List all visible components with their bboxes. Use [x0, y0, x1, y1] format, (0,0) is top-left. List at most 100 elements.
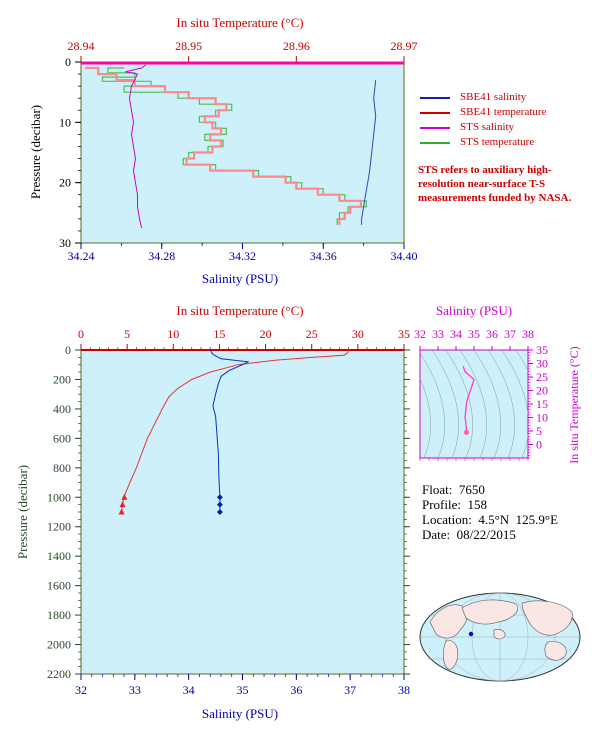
full-plot-salinity-axis-label: Salinity (PSU)	[202, 706, 278, 721]
density-contour	[515, 350, 528, 371]
full-salinity-tick-label: 32	[75, 683, 87, 697]
full-temp-tick-label: 10	[167, 327, 179, 341]
series-sts-temperature	[101, 67, 367, 225]
legend-label: SBE41 salinity	[460, 91, 527, 103]
ts-salinity-tick-label: 35	[468, 327, 480, 341]
density-contour	[501, 350, 528, 458]
ts-temp-tick-label: 5	[536, 424, 542, 438]
ts-salinity-tick-label: 33	[432, 327, 444, 341]
ts-plot-area	[419, 349, 529, 459]
full-pressure-tick-label: 400	[53, 402, 71, 416]
full-temp-tick-label: 25	[306, 327, 318, 341]
full-plot-series	[81, 349, 404, 515]
full-pressure-tick-label: 1600	[47, 579, 71, 593]
full-pressure-tick-label: 200	[53, 372, 71, 386]
full-salinity-tick-label: 33	[129, 683, 141, 697]
date: Date: 08/22/2015	[422, 527, 516, 542]
ts-temp-tick-label: 25	[536, 370, 548, 384]
full-plot-temp-axis-label: In situ Temperature (°C)	[176, 303, 303, 318]
top-salinity-tick-label: 34.32	[229, 249, 256, 263]
density-contour	[459, 350, 487, 458]
ts-salinity-axis-label: Salinity (PSU)	[436, 303, 512, 318]
top-plot-area	[80, 61, 405, 244]
salinity-marker	[216, 509, 223, 515]
full-pressure-tick-label: 2200	[47, 667, 71, 681]
full-pressure-tick-label: 1200	[47, 520, 71, 534]
float-number: Float: 7650	[422, 482, 485, 497]
temperature-marker	[119, 501, 126, 508]
density-contour	[420, 352, 445, 458]
full-pressure-tick-label: 600	[53, 431, 71, 445]
profile-number: Profile: 158	[422, 497, 487, 512]
full-pressure-tick-label: 0	[65, 343, 71, 357]
legend-swatch	[420, 127, 450, 129]
top-pressure-tick-label: 10	[59, 115, 71, 129]
full-pressure-tick-label: 800	[53, 461, 71, 475]
full-temp-tick-label: 5	[124, 327, 130, 341]
full-plot-pressure-axis-label: Pressure (decibar)	[15, 465, 30, 559]
ts-temp-tick-label: 20	[536, 384, 548, 398]
full-temp-tick-label: 0	[78, 327, 84, 341]
ts-series	[462, 366, 475, 435]
full-salinity-tick-label: 37	[344, 683, 356, 697]
series-salinity	[209, 349, 250, 512]
series-sbe41-salinity	[361, 80, 377, 225]
legend-swatch	[420, 142, 450, 144]
full-pressure-tick-label: 1000	[47, 490, 71, 504]
float-location-marker	[468, 631, 474, 637]
legend-label: SBE41 temperature	[460, 106, 547, 118]
legend-label: STS salinity	[460, 121, 515, 133]
legend-swatch	[420, 97, 450, 99]
ts-deep-marker	[463, 429, 469, 435]
location: Location: 4.5°N 125.9°E	[422, 512, 559, 527]
full-plot-ticks: 0 5 10 15 20 25 30 35 32 33 34 35 36 37 38 0 200 400 600 80…	[47, 327, 410, 697]
top-plot-pressure-axis-label: Pressure (decibar)	[28, 105, 43, 199]
top-temp-tick-label: 28.95	[175, 39, 202, 53]
full-pressure-tick-label: 1400	[47, 549, 71, 563]
density-contour	[473, 350, 501, 458]
full-pressure-tick-label: 2000	[47, 638, 71, 652]
ts-temp-tick-label: 35	[536, 343, 548, 357]
full-temp-tick-label: 15	[213, 327, 225, 341]
top-plot-ticks: 28.94 28.95 28.96 28.97 34.24 34.28 34.32 34.36…	[59, 39, 418, 263]
top-salinity-tick-label: 34.24	[68, 249, 95, 263]
full-temp-tick-label: 20	[260, 327, 272, 341]
top-temp-tick-label: 28.96	[283, 39, 310, 53]
full-profile-plot: In situ Temperature (°C) Salinity (PSU) …	[15, 303, 410, 721]
top-pressure-tick-label: 20	[59, 176, 71, 190]
full-salinity-tick-label: 38	[398, 683, 410, 697]
ts-temp-tick-label: 0	[536, 438, 542, 452]
top-salinity-tick-label: 34.28	[148, 249, 175, 263]
top-temp-tick-label: 28.97	[391, 39, 418, 53]
ts-salinity-tick-label: 37	[504, 327, 516, 341]
ts-curve	[462, 366, 475, 433]
density-contour	[431, 350, 459, 458]
map-continents	[429, 599, 573, 670]
top-plot-series	[81, 61, 404, 229]
ts-diagram: Salinity (PSU) In situ Temperature (°C) …	[414, 303, 581, 464]
top-plot-temp-axis-label: In situ Temperature (°C)	[176, 15, 303, 30]
full-temp-tick-label: 30	[352, 327, 364, 341]
ts-salinity-tick-label: 38	[522, 327, 534, 341]
ts-density-contours	[420, 350, 528, 458]
ts-temp-tick-label: 15	[536, 397, 548, 411]
full-salinity-tick-label: 34	[183, 683, 195, 697]
top-plot-salinity-axis-label: Salinity (PSU)	[202, 271, 278, 286]
ts-salinity-tick-label: 34	[450, 327, 462, 341]
top-pressure-tick-label: 0	[65, 55, 71, 69]
legend-swatch	[420, 112, 450, 114]
world-map	[419, 592, 581, 682]
ts-salinity-tick-label: 36	[486, 327, 498, 341]
ts-temp-tick-label: 10	[536, 411, 548, 425]
salinity-marker	[216, 494, 223, 501]
full-plot-area	[80, 349, 405, 675]
top-pressure-tick-label: 30	[59, 236, 71, 250]
temperature-marker	[121, 493, 128, 500]
top-salinity-tick-label: 34.40	[391, 249, 418, 263]
series-temperature	[121, 349, 350, 513]
top-salinity-tick-label: 34.36	[310, 249, 337, 263]
full-salinity-tick-label: 36	[290, 683, 302, 697]
full-salinity-tick-label: 35	[237, 683, 249, 697]
top-temp-tick-label: 28.94	[68, 39, 95, 53]
